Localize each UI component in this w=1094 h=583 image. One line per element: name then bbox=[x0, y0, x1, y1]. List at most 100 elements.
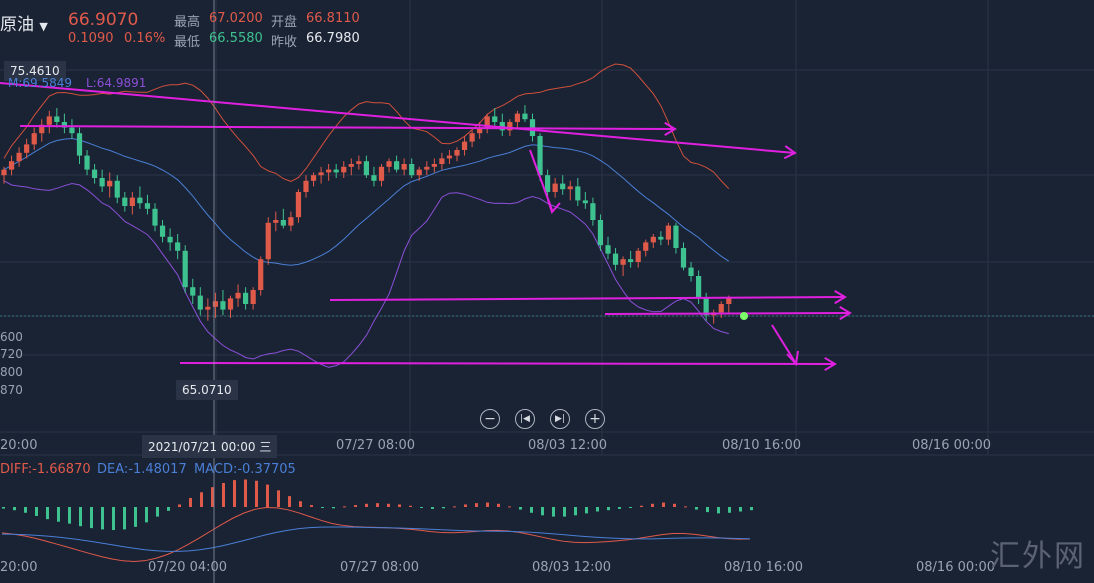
macd-bar-52 bbox=[574, 507, 577, 516]
candle-body-3 bbox=[24, 144, 30, 153]
candle-body-8 bbox=[61, 122, 67, 128]
macd-bar-20 bbox=[222, 483, 225, 507]
macd-bar-40 bbox=[442, 507, 445, 509]
macd-bar-12 bbox=[134, 507, 137, 527]
chevron-down-icon[interactable]: ▼ bbox=[39, 20, 48, 33]
macd-bar-6 bbox=[68, 507, 71, 524]
candle-body-10 bbox=[76, 133, 83, 156]
macd-bar-30 bbox=[332, 507, 335, 509]
candle-body-88 bbox=[665, 225, 671, 240]
candle-body-38 bbox=[288, 217, 294, 226]
macd-value-legend: MACD:-0.37705 bbox=[194, 462, 296, 477]
candle-body-89 bbox=[673, 225, 679, 248]
macd-bar-21 bbox=[233, 480, 236, 507]
candle-body-11 bbox=[84, 155, 90, 170]
trend-drop-arrow-2 bbox=[771, 324, 796, 363]
scroll-next-button[interactable]: ▶| bbox=[550, 409, 570, 429]
candle-body-19 bbox=[144, 203, 151, 209]
macd-bar-46 bbox=[508, 506, 511, 508]
candle-body-93 bbox=[703, 298, 709, 316]
trend-line-0 bbox=[0, 82, 796, 154]
axis-label-4: 870 bbox=[0, 383, 23, 397]
macd-bar-68 bbox=[750, 507, 753, 511]
macd-bar-50 bbox=[552, 507, 555, 517]
macd-bar-45 bbox=[497, 503, 500, 507]
axis-label-1: 600 bbox=[0, 330, 23, 344]
candle-body-80 bbox=[605, 245, 611, 254]
macd-bar-4 bbox=[46, 507, 49, 520]
macd-bar-60 bbox=[662, 502, 665, 507]
macd-bar-37 bbox=[409, 505, 412, 507]
candle-body-13 bbox=[99, 178, 105, 187]
candle-body-46 bbox=[348, 164, 354, 167]
prev-close-label: 昨收 bbox=[271, 35, 298, 50]
candle-body-25 bbox=[190, 287, 196, 296]
zoom-out-button[interactable]: − bbox=[480, 409, 500, 429]
price-change: 0.1090 bbox=[68, 31, 114, 46]
macd-bar-49 bbox=[541, 507, 544, 516]
candle-body-30 bbox=[227, 298, 234, 310]
candle-body-15 bbox=[114, 180, 120, 198]
trend-drop-arrow-1-head bbox=[547, 199, 561, 214]
trend-line-3 bbox=[604, 312, 851, 315]
macd-bar-19 bbox=[211, 487, 214, 507]
trend-arrowhead-0 bbox=[783, 145, 797, 160]
macd-bar-66 bbox=[728, 507, 731, 513]
time-label-macd-6: 08/16 00:00 bbox=[916, 560, 996, 575]
macd-bar-27 bbox=[299, 501, 302, 507]
candle-body-5 bbox=[39, 124, 45, 134]
macd-bar-15 bbox=[167, 507, 170, 511]
macd-bar-22 bbox=[244, 479, 247, 507]
macd-bar-23 bbox=[255, 480, 258, 507]
candle-body-90 bbox=[680, 248, 687, 268]
macd-bar-53 bbox=[585, 507, 588, 514]
candle-body-57 bbox=[431, 164, 437, 167]
instrument-label: 原油 bbox=[0, 15, 34, 35]
watermark-logo: 汇外网 bbox=[990, 539, 1086, 574]
candle-body-18 bbox=[137, 197, 143, 204]
candle-body-45 bbox=[341, 166, 347, 173]
candle-body-54 bbox=[409, 164, 415, 176]
macd-bar-8 bbox=[90, 507, 93, 529]
macd-bar-29 bbox=[321, 507, 324, 508]
macd-bar-63 bbox=[695, 507, 698, 510]
macd-bar-26 bbox=[288, 496, 291, 507]
candle-body-44 bbox=[333, 169, 339, 173]
trend-drop-arrow-2-head bbox=[786, 350, 799, 367]
macd-diff-legend: DIFF:-1.66870 bbox=[0, 462, 91, 477]
candle-body-0 bbox=[1, 169, 7, 176]
candle-body-34 bbox=[258, 259, 264, 290]
candle-body-81 bbox=[612, 253, 619, 265]
candle-body-58 bbox=[439, 158, 445, 164]
candle-body-41 bbox=[310, 175, 317, 181]
candle-body-27 bbox=[205, 306, 211, 310]
macd-bar-0 bbox=[2, 507, 5, 509]
boll-upper-band bbox=[3, 63, 730, 190]
macd-bar-9 bbox=[101, 507, 104, 530]
macd-bar-64 bbox=[706, 507, 709, 513]
macd-bar-5 bbox=[57, 507, 60, 522]
candle-body-50 bbox=[378, 166, 385, 181]
macd-bar-41 bbox=[453, 506, 456, 508]
trend-arrowhead-2 bbox=[834, 290, 847, 305]
price-axis-top-tag: 75.4610 bbox=[4, 61, 66, 81]
axis-label-3: 800 bbox=[0, 365, 23, 379]
zoom-in-button[interactable]: + bbox=[585, 409, 605, 429]
macd-bar-16 bbox=[178, 504, 181, 507]
trend-arrowhead-4 bbox=[824, 356, 837, 372]
scroll-prev-button[interactable]: |◀ bbox=[515, 409, 535, 429]
candle-body-12 bbox=[92, 169, 98, 178]
macd-bar-47 bbox=[519, 507, 522, 510]
candle-body-40 bbox=[303, 180, 309, 192]
macd-bar-51 bbox=[563, 507, 566, 517]
macd-bar-3 bbox=[35, 507, 38, 516]
candlestick-series bbox=[1, 105, 732, 324]
candle-body-77 bbox=[582, 200, 588, 204]
candle-body-29 bbox=[220, 301, 226, 310]
macd-bar-18 bbox=[200, 492, 203, 507]
candle-body-60 bbox=[454, 150, 460, 156]
instrument-name[interactable]: 原油 ▼ bbox=[0, 10, 48, 35]
macd-bar-13 bbox=[145, 507, 148, 523]
boll-lower-band bbox=[3, 180, 729, 368]
